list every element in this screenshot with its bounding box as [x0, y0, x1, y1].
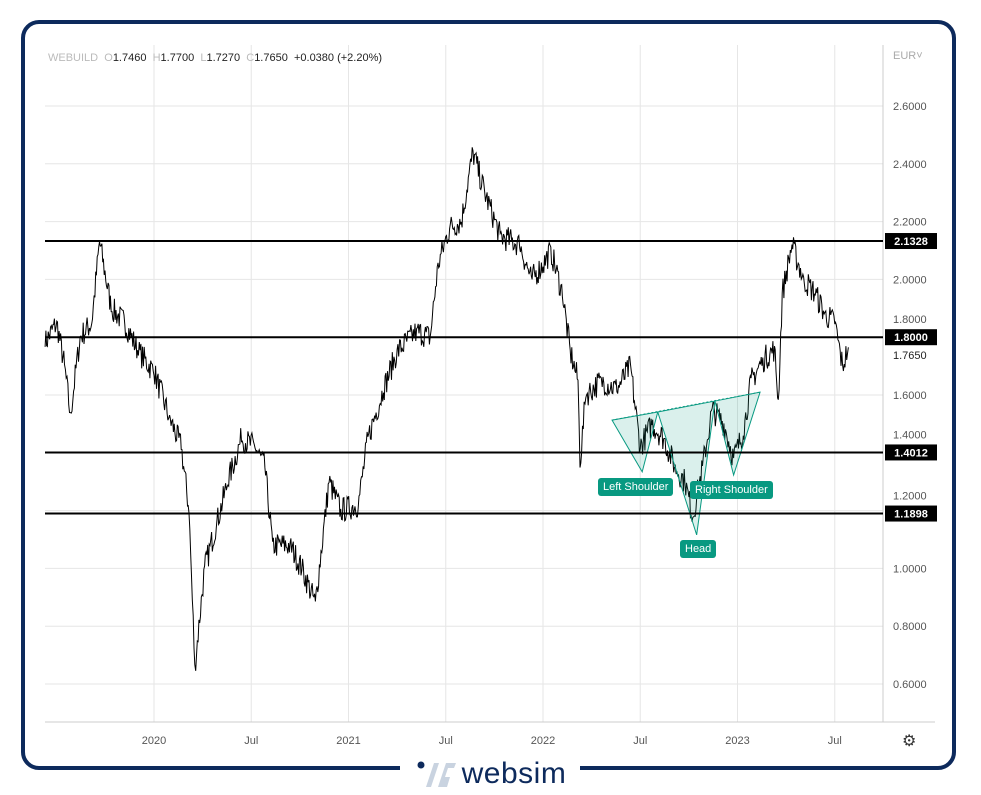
pattern-triangle: [611, 411, 659, 474]
low-value: 1.7270: [206, 52, 241, 64]
level-label: 1.4012: [894, 447, 928, 459]
level-label: 1.1898: [894, 509, 928, 521]
x-tick-label: Jul: [633, 735, 647, 747]
symbol: WEBUILD: [48, 52, 99, 64]
change-value: +0.0380 (+2.20%): [293, 52, 383, 64]
x-tick-label: 2023: [725, 735, 749, 747]
pattern-label: Left Shoulder: [598, 478, 674, 496]
level-label: 1.8000: [894, 332, 928, 344]
close-key: C: [246, 52, 255, 64]
websim-mark-icon: [417, 761, 456, 787]
y-tick-label: 1.6000: [893, 390, 927, 402]
close-value: 1.7650: [254, 52, 288, 64]
price-line: [44, 147, 849, 671]
x-tick-label: 2022: [531, 735, 555, 747]
last-price-label: 1.7650: [893, 350, 927, 362]
level-label: 2.1328: [894, 236, 928, 248]
y-tick-label: 2.0000: [893, 274, 927, 286]
level-label-box: [885, 505, 937, 522]
y-tick-label: 0.8000: [893, 621, 927, 633]
y-tick-label: 1.2000: [893, 491, 927, 503]
pattern-triangle: [657, 400, 716, 536]
currency-label: EUR: [893, 50, 917, 62]
y-tick-label: 2.4000: [893, 159, 927, 171]
pattern-triangle: [714, 391, 761, 477]
gear-icon[interactable]: ⚙: [902, 733, 917, 750]
y-tick-label: 1.4000: [893, 429, 927, 441]
x-tick-label: Jul: [439, 735, 453, 747]
pattern-label: Head: [680, 540, 717, 558]
y-tick-label: 1.0000: [893, 563, 927, 575]
y-tick-label: 1.8000: [893, 314, 927, 326]
level-label-box: [885, 444, 937, 461]
websim-logo: websim: [400, 756, 580, 792]
level-label-box: [885, 233, 937, 250]
x-tick-label: 2021: [336, 735, 360, 747]
ohlc-legend: WEBUILD O1.7460 H1.7700 L1.7270 C1.7650 …: [48, 52, 382, 64]
y-tick-label: 2.2000: [893, 217, 927, 229]
x-tick-label: 2020: [142, 735, 166, 747]
pattern-label: Right Shoulder: [690, 481, 773, 499]
y-tick-label: 2.6000: [893, 101, 927, 113]
open-key: O: [104, 52, 113, 64]
y-tick-label: 0.6000: [893, 679, 927, 691]
level-label-box: [885, 329, 937, 346]
open-value: 1.7460: [112, 52, 147, 64]
x-tick-label: Jul: [244, 735, 258, 747]
x-tick-label: Jul: [828, 735, 842, 747]
neckline: [611, 391, 761, 421]
low-key: L: [200, 52, 207, 64]
chevron-down-icon: ˅: [916, 50, 923, 62]
currency-dropdown[interactable]: EUR˅: [893, 50, 923, 62]
high-key: H: [152, 52, 161, 64]
brand-name: websim: [461, 757, 567, 790]
high-value: 1.7700: [160, 52, 195, 64]
